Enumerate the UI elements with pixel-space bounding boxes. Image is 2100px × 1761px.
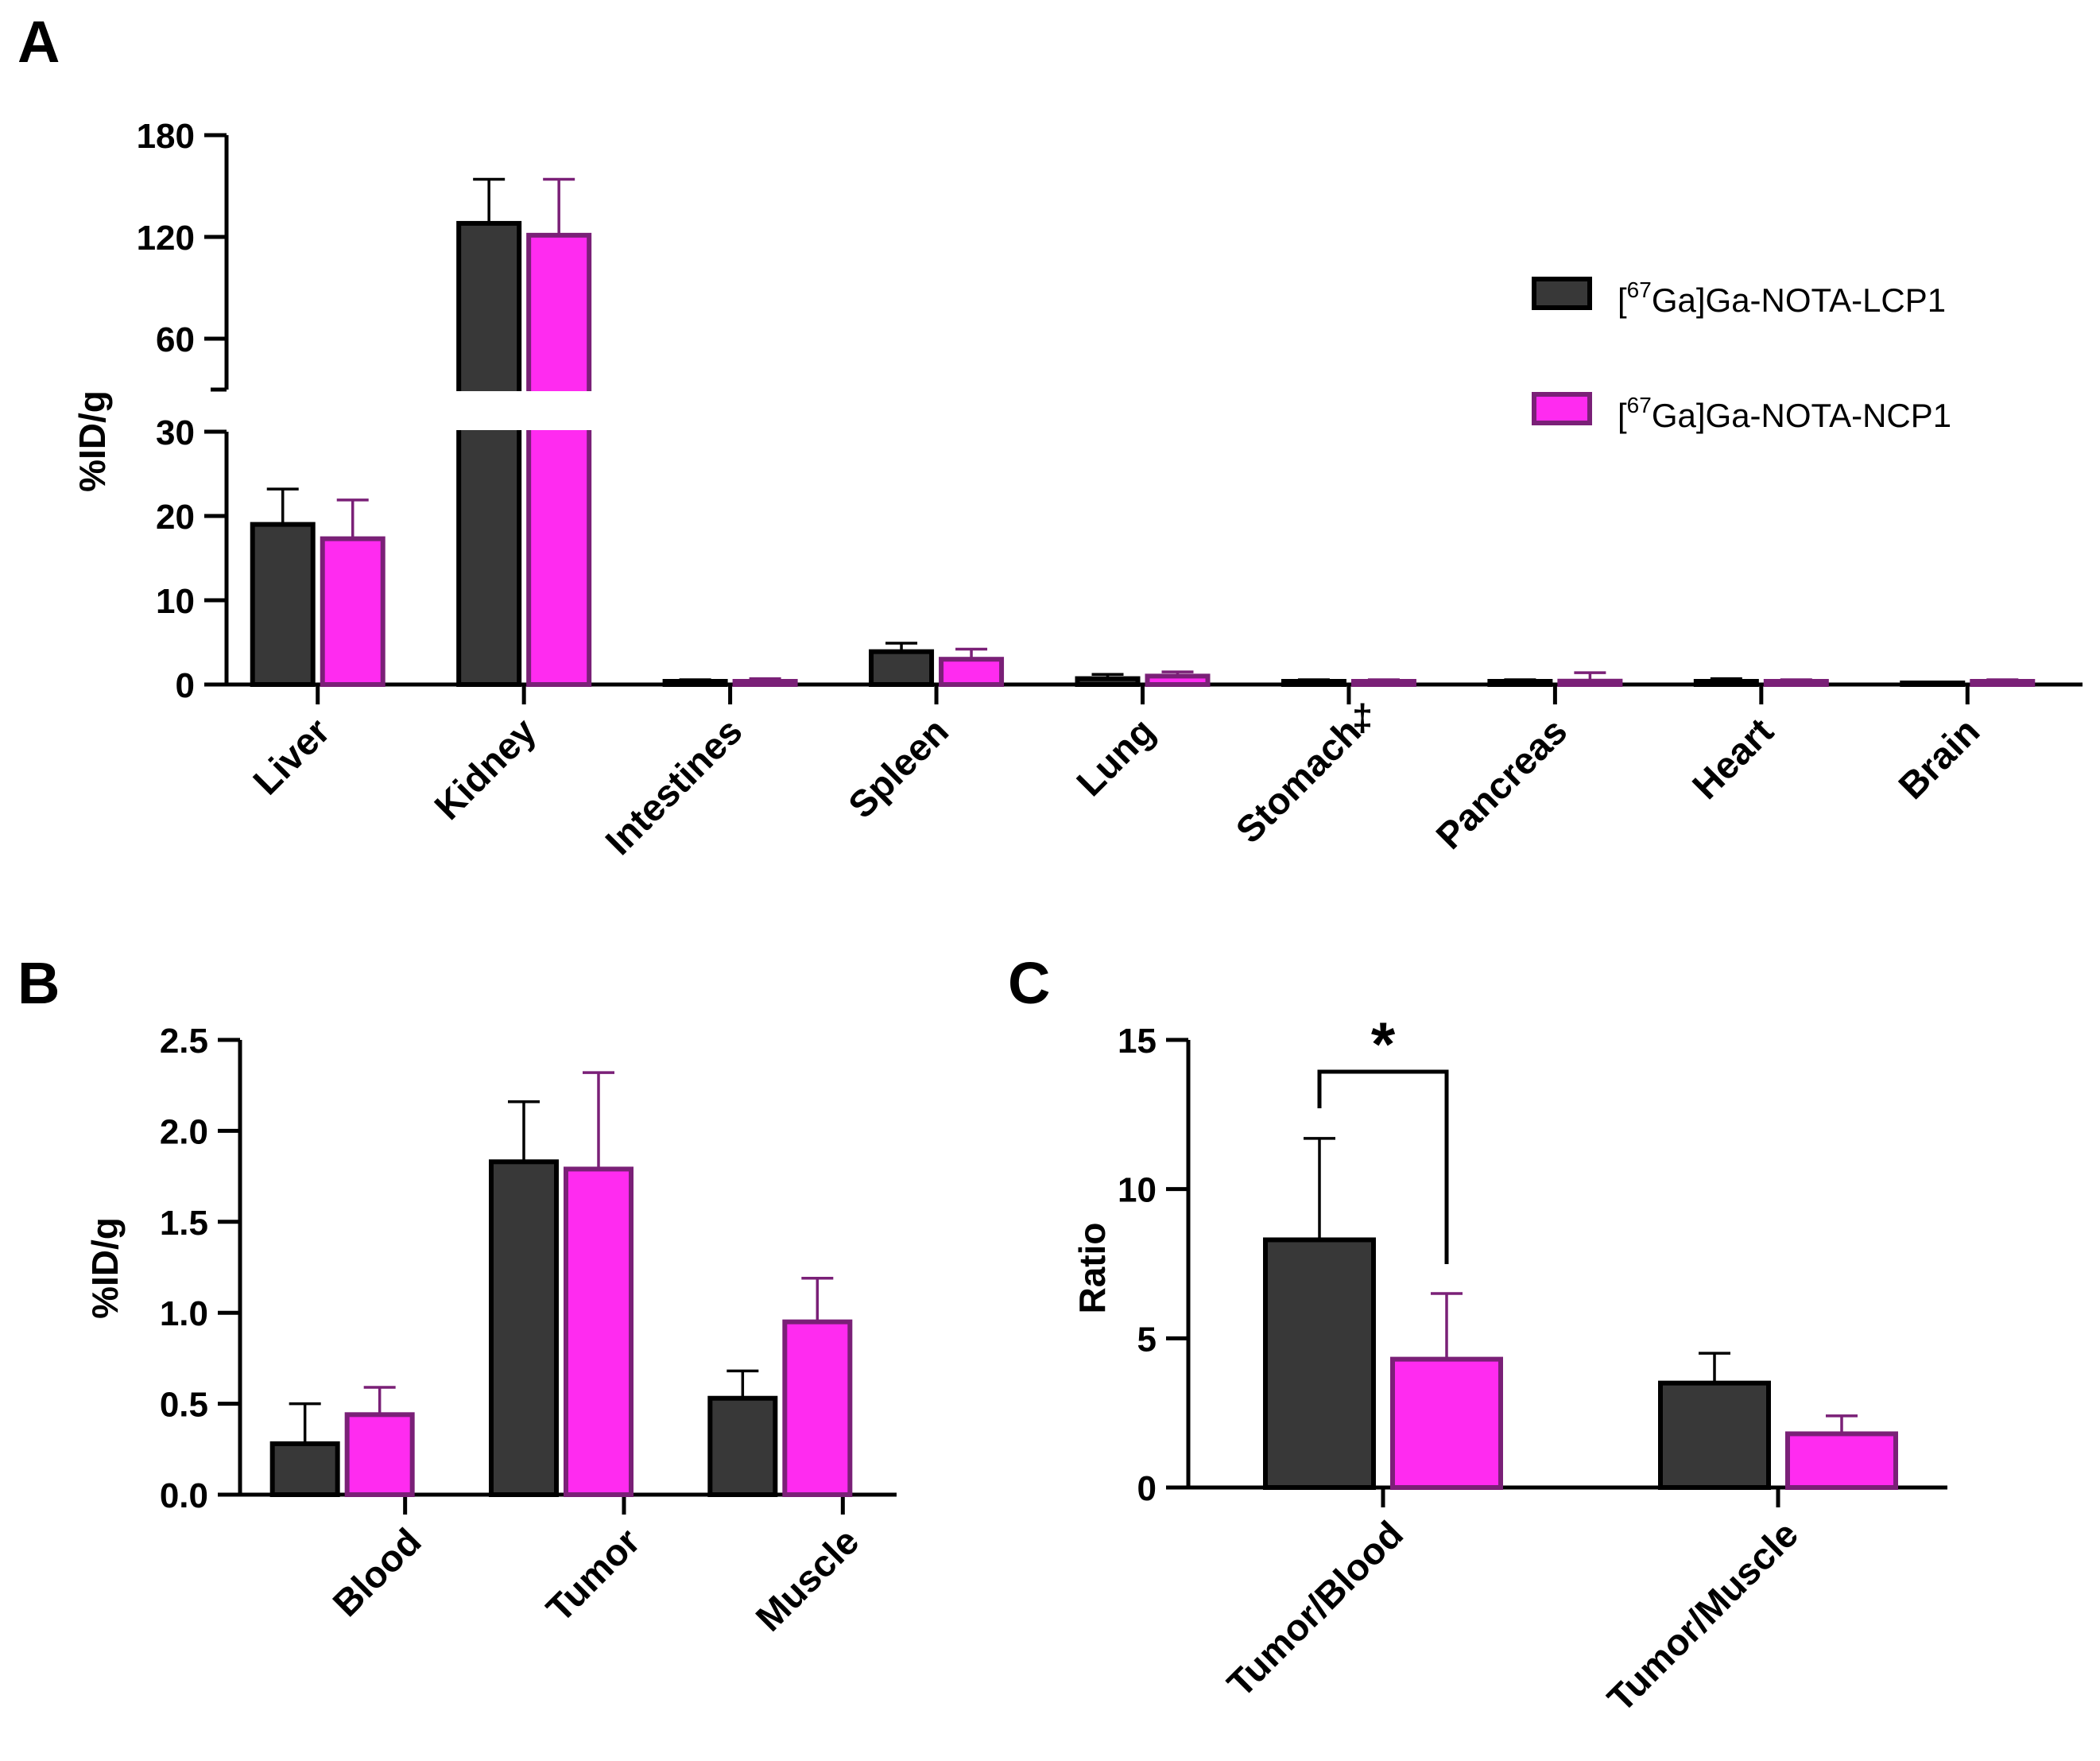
- y-axis-label: Ratio: [1071, 1223, 1113, 1314]
- x-label-pancreas: Pancreas: [1428, 710, 1575, 857]
- bar-lcp1-Blood: [269, 1441, 340, 1498]
- y-tick-label: 180: [137, 117, 195, 156]
- bar-lcp1-Intestines: [662, 679, 728, 687]
- y-tick-label: 15: [1118, 1022, 1157, 1061]
- bar-ncp1-Spleen: [939, 657, 1005, 688]
- y-tick-label: 2.0: [160, 1112, 208, 1151]
- bar-ncp1-Brain: [1970, 679, 2036, 687]
- x-label-spleen: Spleen: [840, 710, 956, 826]
- y-axis-label: %ID/g: [84, 1217, 126, 1319]
- bar-lcp1-Spleen: [869, 649, 935, 687]
- bar-lcp1-Tumor/Muscle: [1658, 1380, 1771, 1490]
- bar-ncp1-Pancreas: [1557, 678, 1623, 688]
- legend: [67Ga]Ga-NOTA-LCP1 [67Ga]Ga-NOTA-NCP1: [1532, 277, 1951, 434]
- y-tick-label: 0.5: [160, 1386, 208, 1425]
- bar-lcp1-Tumor/Blood: [1263, 1237, 1376, 1491]
- y-tick-label: 20: [156, 498, 195, 537]
- bar-lcp1-Kidney: [456, 220, 522, 687]
- axis-break-gap: [229, 391, 2085, 430]
- panel-a-letter: A: [17, 9, 60, 75]
- legend-swatch-ncp1: [1532, 392, 1592, 425]
- significance-star: *: [1371, 1009, 1396, 1079]
- y-tick-label: 60: [156, 320, 195, 359]
- x-label-blood: Blood: [324, 1520, 429, 1625]
- bar-ncp1-Muscle: [782, 1319, 853, 1498]
- bar-ncp1-Tumor/Blood: [1390, 1356, 1503, 1491]
- y-tick-label: 10: [156, 582, 195, 621]
- y-tick-label: 10: [1118, 1171, 1157, 1210]
- y-tick-label: 0: [176, 666, 195, 705]
- y-tick-label: 0: [1137, 1469, 1157, 1508]
- bar-ncp1-Tumor: [564, 1166, 633, 1497]
- bar-ncp1-Stomach: [1350, 679, 1416, 687]
- bar-ncp1-Blood: [344, 1412, 415, 1497]
- bar-ncp1-Lung: [1145, 673, 1211, 688]
- panel-c-chart: 0 5 10 15 Ratio Tumor/Blood Tumor/Muscle *: [1071, 1009, 1947, 1720]
- y-tick-label: 5: [1137, 1320, 1157, 1359]
- bar-lcp1-Liver: [250, 522, 316, 687]
- x-label-heart: Heart: [1683, 709, 1781, 807]
- legend-swatch-lcp1: [1532, 277, 1592, 310]
- bar-lcp1-Muscle: [707, 1395, 778, 1497]
- bar-lcp1-Tumor: [489, 1159, 559, 1498]
- legend-item-lcp1: [67Ga]Ga-NOTA-LCP1: [1532, 277, 1946, 319]
- bar-lcp1-Lung: [1075, 676, 1141, 688]
- y-axis-label: %ID/g: [72, 390, 113, 492]
- legend-label-lcp1: [67Ga]Ga-NOTA-LCP1: [1618, 277, 1946, 319]
- y-tick-label: 1.5: [160, 1204, 208, 1243]
- x-label-intestines: Intestines: [597, 710, 750, 863]
- bar-ncp1-Kidney: [526, 232, 592, 688]
- y-tick-label: 120: [137, 219, 195, 258]
- bar-lcp1-Pancreas: [1487, 679, 1553, 687]
- panel-b-letter: B: [17, 950, 60, 1016]
- x-label-kidney: Kidney: [426, 710, 544, 828]
- y-tick-label: 1.0: [160, 1294, 208, 1333]
- panel-b-chart: 0.0 0.5 1.0 1.5 2.0 2.5 %ID/g Blood Tumor Muscle: [84, 1022, 897, 1639]
- bar-ncp1-Heart: [1763, 679, 1829, 687]
- bar-ncp1-Liver: [320, 536, 386, 687]
- panel-c-letter: C: [1008, 950, 1050, 1016]
- bar-ncp1-Intestines: [732, 679, 798, 687]
- y-tick-label: 0.0: [160, 1476, 208, 1515]
- significance-bracket: [1317, 1069, 1449, 1264]
- panel-a-chart: 0 10 20 30 60 120 180 %ID/g Liver Kidney Intestine…: [72, 117, 2085, 863]
- legend-item-ncp1: [67Ga]Ga-NOTA-NCP1: [1532, 392, 1951, 434]
- x-label-brain: Brain: [1890, 710, 1987, 807]
- x-label-tumor-blood: Tumor/Blood: [1219, 1513, 1411, 1705]
- legend-label-ncp1: [67Ga]Ga-NOTA-NCP1: [1618, 393, 1951, 434]
- x-label-muscle: Muscle: [747, 1520, 866, 1639]
- x-label-stomach: Stomach: [1227, 710, 1369, 851]
- bar-ncp1-Tumor/Muscle: [1785, 1431, 1898, 1490]
- y-tick-label: 2.5: [160, 1022, 208, 1061]
- x-label-liver: Liver: [245, 710, 338, 803]
- bar-lcp1-Heart: [1693, 679, 1759, 687]
- bar-lcp1-Stomach: [1281, 679, 1346, 687]
- category-mark: ‡: [1352, 696, 1373, 739]
- x-label-tumor-muscle: Tumor/Muscle: [1599, 1513, 1806, 1720]
- x-label-tumor: Tumor: [538, 1520, 648, 1630]
- y-tick-label: 30: [156, 413, 195, 452]
- x-label-lung: Lung: [1068, 710, 1163, 805]
